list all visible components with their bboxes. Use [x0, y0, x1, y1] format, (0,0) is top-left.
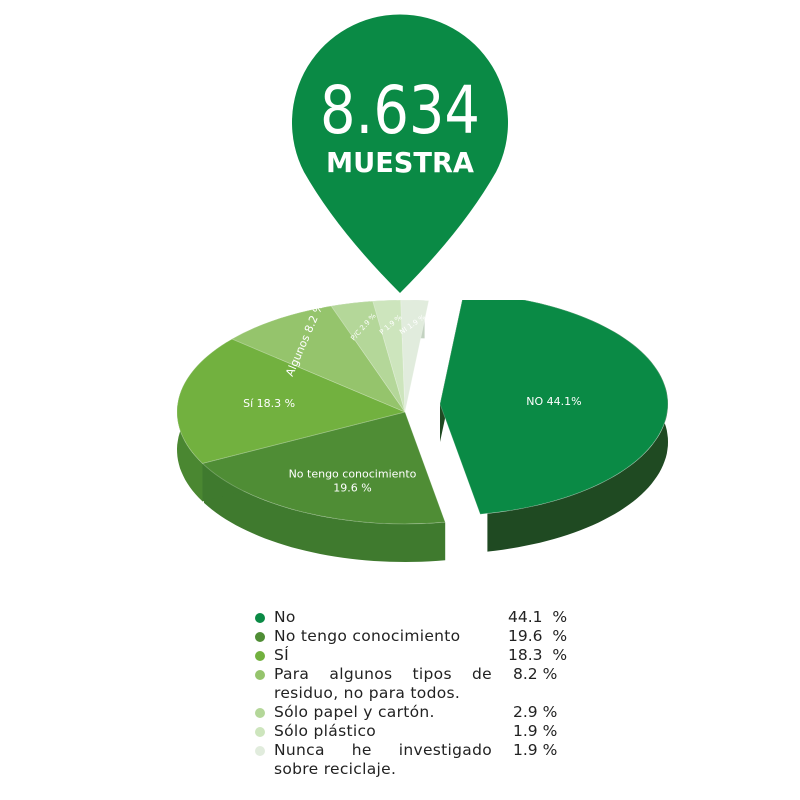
legend-item: No 44.1 % [255, 608, 595, 627]
legend-swatch-icon [255, 613, 265, 623]
legend-value: 18.3 % [508, 646, 588, 665]
legend-label: Para algunos tipos de residuo, no para t… [274, 665, 492, 703]
legend-item: SÍ 18.3 % [255, 646, 595, 665]
legend-swatch-icon [255, 651, 265, 661]
legend-value: 8.2 % [513, 665, 593, 684]
legend-value: 1.9 % [513, 741, 593, 760]
sample-size-label: MUESTRA [326, 146, 474, 179]
legend-item: Para algunos tipos de residuo, no para t… [255, 665, 595, 703]
pie-slice-label-1: No tengo conocimiento [289, 467, 417, 480]
legend-label: No [274, 608, 492, 627]
legend-value: 44.1 % [508, 608, 588, 627]
pie-slice-label-2: Sí 18.3 % [243, 397, 295, 410]
legend-swatch-icon [255, 670, 265, 680]
legend-swatch-icon [255, 632, 265, 642]
pie-slice-value-1: 19.6 % [333, 481, 371, 494]
legend-item: Sólo plástico 1.9 % [255, 722, 595, 741]
sample-size-number: 8.634 [320, 72, 480, 149]
legend-value: 19.6 % [508, 627, 588, 646]
legend-value: 2.9 % [513, 703, 593, 722]
legend-item: Sólo papel y cartón. 2.9 % [255, 703, 595, 722]
legend-item: Nunca he investigado sobre reciclaje. 1.9… [255, 741, 595, 779]
sample-size-pin: 8.634 MUESTRA [0, 0, 800, 300]
legend-label: SÍ [274, 646, 492, 665]
legend-value: 1.9 % [513, 722, 593, 741]
legend-item: No tengo conocimiento 19.6 % [255, 627, 595, 646]
legend-swatch-icon [255, 746, 265, 756]
pie-slice-label-0: NO 44.1% [526, 395, 581, 408]
legend-label: No tengo conocimiento [274, 627, 492, 646]
legend-label: Nunca he investigado sobre reciclaje. [274, 741, 492, 779]
legend-swatch-icon [255, 727, 265, 737]
legend-label: Sólo plástico [274, 722, 492, 741]
legend-label: Sólo papel y cartón. [274, 703, 492, 722]
legend-swatch-icon [255, 708, 265, 718]
chart-legend: No 44.1 % No tengo conocimiento 19.6 % SÍ 18.… [255, 608, 595, 779]
